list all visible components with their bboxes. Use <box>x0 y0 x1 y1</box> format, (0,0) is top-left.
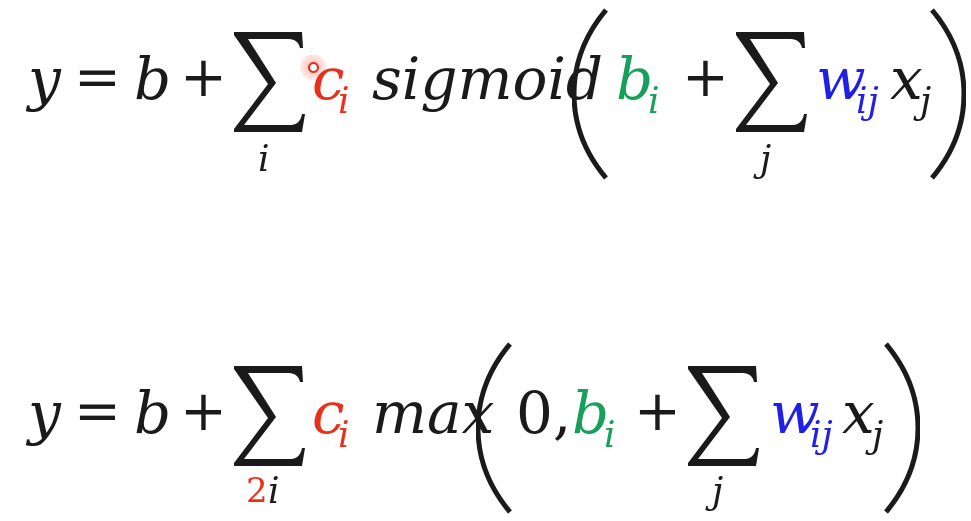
summation-icon <box>234 32 305 132</box>
eq1-x: x <box>890 45 923 113</box>
eq1-equals: = <box>74 45 121 110</box>
eq2-func: max <box>372 379 495 447</box>
eq2-equals: = <box>74 379 121 444</box>
eq2-b: b <box>134 379 172 447</box>
summation-icon-inner <box>736 32 807 132</box>
eq2-plus-inner: + <box>634 379 681 444</box>
eq1-sum2-index: j <box>760 139 772 180</box>
eq2-sum2-index: j <box>712 471 724 512</box>
eq2-bi: b <box>572 379 610 447</box>
eq2-zero: 0, <box>516 379 572 447</box>
eq1-bi-sub: i <box>648 81 660 122</box>
eq2-sum-index: i <box>268 471 280 512</box>
eq2-y: y <box>28 379 61 447</box>
eq1-x-sub: j <box>920 81 932 122</box>
left-paren-icon-2 <box>476 342 512 514</box>
eq2-x: x <box>842 379 875 447</box>
eq2-sum-index-handwritten: 2 <box>246 471 268 511</box>
eq1-c-sub: i <box>338 81 350 122</box>
eq1-func: sigmoid <box>372 45 604 113</box>
eq1-w-sub: ij <box>856 81 879 122</box>
eq2-w-sub: ij <box>810 415 833 456</box>
right-paren-icon-2 <box>884 342 920 514</box>
eq1-plus: + <box>180 45 227 110</box>
eq1-sum-index: i <box>258 139 270 180</box>
summation-icon-2-inner <box>688 366 759 466</box>
eq1-y: y <box>28 45 61 113</box>
left-paren-icon <box>572 8 608 180</box>
eq1-plus-inner: + <box>682 45 729 110</box>
eq2-bi-sub: i <box>604 415 616 456</box>
right-paren-icon <box>930 8 966 180</box>
eq2-w: w <box>770 379 820 447</box>
eq2-x-sub: j <box>872 415 884 456</box>
eq2-c: c <box>312 379 345 447</box>
eq1-c: c <box>312 45 345 113</box>
eq2-c-sub: i <box>338 415 350 456</box>
eq1-b: b <box>134 45 172 113</box>
eq2-plus: + <box>180 379 227 444</box>
eq1-bi: b <box>616 45 654 113</box>
summation-icon-2 <box>234 366 305 466</box>
eq1-w: w <box>816 45 866 113</box>
laser-pointer-icon <box>300 54 326 80</box>
